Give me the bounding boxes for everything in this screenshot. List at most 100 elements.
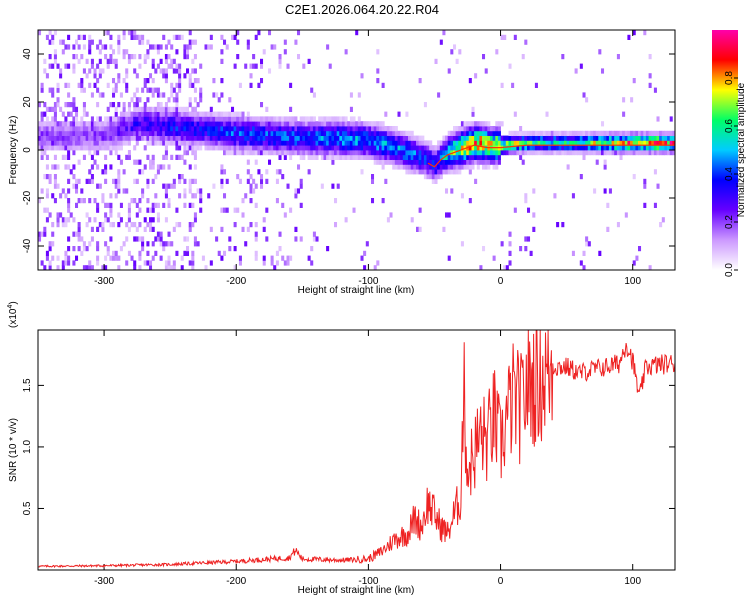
heatmap-cell [104,212,108,218]
heatmap-cell [178,174,182,180]
heatmap-cell [125,130,129,136]
heatmap-cell [606,145,610,151]
heatmap-cell [310,116,314,122]
heatmap-cell [286,255,290,261]
heatmap-cell [90,116,94,122]
heatmap-cell [96,140,100,146]
heatmap-cell [196,126,200,132]
heatmap-cell [656,150,660,156]
heatmap-cell [434,154,438,160]
heatmap-cell [643,130,647,136]
heatmap-cell [326,116,330,122]
heatmap-cell [286,63,290,69]
heatmap-cell [442,169,446,175]
heatmap-cell [80,121,84,127]
heatmap-cell [143,111,147,117]
heatmap-cell [127,54,131,60]
heatmap-cell [196,111,200,117]
heatmap-cell [67,260,71,266]
heatmap-cell [61,39,65,45]
heatmap-cell [43,140,47,146]
heatmap-cell [96,44,100,50]
heatmap-cell [45,193,49,199]
heatmap-cell [53,30,57,36]
heatmap-cell [310,246,314,252]
heatmap-cell [505,265,509,271]
colorbar-gradient [712,30,738,270]
heatmap-cell [619,135,623,141]
heatmap-cell [183,121,187,127]
heatmap-cell [220,130,224,136]
heatmap-cell [101,130,105,136]
heatmap-cell [117,140,121,146]
heatmap-cell [582,250,586,256]
heatmap-cell [127,135,131,141]
heatmap-cell [471,140,475,146]
heatmap-cell [281,130,285,136]
heatmap-cell [426,164,430,170]
heatmap-cell [426,169,430,175]
heatmap-cell [574,135,578,141]
heatmap-cell [40,126,44,132]
heatmap-cell [175,82,179,88]
heatmap-cell [281,255,285,261]
colorbar-tick-label: 0.2 [724,215,735,229]
heatmap-cell [48,130,52,136]
heatmap-cell [397,140,401,146]
heatmap-cell [503,34,507,40]
heatmap-cell [254,145,258,151]
heatmap-cell [392,159,396,165]
heatmap-cell [151,135,155,141]
heatmap-cell [183,236,187,242]
heatmap-cell [238,116,242,122]
heatmap-cell [349,121,353,127]
heatmap-cell [119,145,123,151]
heatmap-cell [141,188,145,194]
heatmap-cell [159,126,163,132]
heatmap-cell [170,44,174,50]
heatmap-cell [178,140,182,146]
heatmap-cell [90,135,94,141]
heatmap-cell [482,154,486,160]
heatmap-cell [656,116,660,122]
heatmap-cell [61,260,65,266]
heatmap-cell [82,106,86,112]
heatmap-cell [109,255,113,261]
heatmap-cell [291,135,295,141]
heatmap-cell [164,73,168,79]
heatmap-cell [381,154,385,160]
heatmap-cell [90,92,94,98]
heatmap-cell [236,130,240,136]
heatmap-cell [334,135,338,141]
heatmap-cell [191,121,195,127]
heatmap-cell [558,145,562,151]
heatmap-cell [252,63,256,69]
heatmap-cell [455,135,459,141]
colorbar: 0.00.20.40.60.8 Normalized spectral ampl… [712,30,747,277]
heatmap-cell [275,169,279,175]
heatmap-cell [98,121,102,127]
heatmap-cell [40,82,44,88]
heatmap-cell [117,130,121,136]
heatmap-cell [262,217,266,223]
heatmap-cell [590,145,594,151]
heatmap-cell [579,260,583,266]
heatmap-cell [384,150,388,156]
heatmap-cell [154,174,158,180]
heatmap-cell [56,183,60,189]
heatmap-cell [93,150,97,156]
heatmap-cell [130,135,134,141]
heatmap-cell [339,145,343,151]
heatmap-cell [566,130,570,136]
heatmap-cell [571,145,575,151]
heatmap-cell [133,34,137,40]
heatmap-cell [51,193,55,199]
heatmap-cell [141,121,145,127]
heatmap-cell [614,150,618,156]
heatmap-cell [262,255,266,261]
heatmap-cell [225,126,229,132]
heatmap-cell [201,255,205,261]
heatmap-cell [408,135,412,141]
heatmap-cell [80,87,84,93]
